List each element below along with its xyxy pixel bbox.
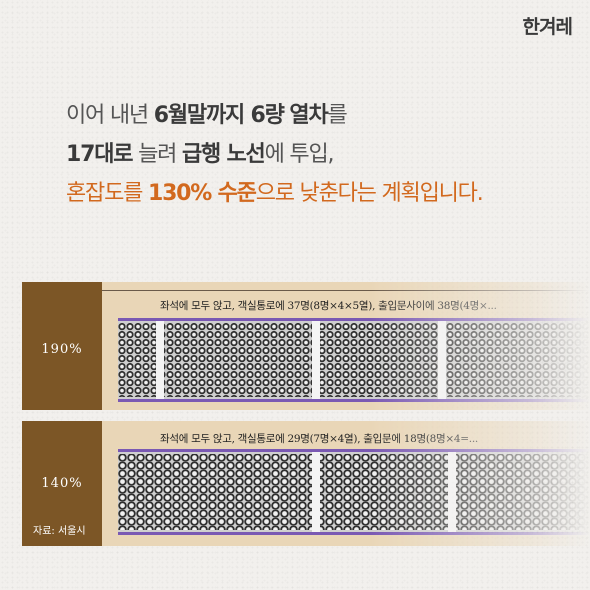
door-gap [438, 321, 446, 399]
congestion-label-box: 140% [22, 421, 102, 546]
source-credit: 자료: 서울시 [33, 526, 86, 537]
text-line-2-part-d: 에 투입, [264, 142, 335, 167]
strip-caption: 좌석에 모두 앉고, 객실통로에 37명(8명×4×5열), 출입문사이에 38… [160, 300, 497, 312]
passenger-dots [118, 323, 590, 397]
train-car-crowd-image [118, 449, 590, 535]
door-gap [312, 452, 320, 532]
congestion-label: 140% [41, 476, 83, 491]
text-line-1-part-b: 6월말까지 6량 [153, 103, 285, 128]
door-gap [448, 452, 456, 532]
text-line-3: 혼잡도를 130% 수준으로 낮춘다는 계획입니다. [66, 174, 576, 213]
strip-line [102, 290, 590, 291]
text-line-2: 17대로 늘려 급행 노선에 투입, [66, 135, 576, 174]
text-line-3-part-c: 으로 낮춘다는 계획입니다. [255, 181, 484, 206]
text-line-3-part-a: 혼잡도를 [66, 181, 148, 206]
train-car-strip: 좌석에 모두 앉고, 객실통로에 37명(8명×4×5열), 출입문사이에 38… [102, 282, 590, 410]
door-gap [156, 321, 164, 399]
strip-caption: 좌석에 모두 앉고, 객실통로에 29명(7명×4열), 출입문에 18명(8명… [160, 433, 478, 445]
text-line-1: 이어 내년 6월말까지 6량 열차를 [66, 96, 576, 135]
congestion-panel-190: 190% 좌석에 모두 앉고, 객실통로에 37명(8명×4×5열), 출입문사… [22, 282, 590, 410]
text-line-3-part-b: 130% 수준 [147, 181, 257, 206]
congestion-label-box: 190% [22, 282, 102, 410]
train-car-crowd-image [118, 318, 590, 402]
train-car-strip: 좌석에 모두 앉고, 객실통로에 29명(7명×4열), 출입문에 18명(8명… [102, 421, 590, 546]
text-line-2-part-c: 급행 노선 [181, 142, 266, 167]
hankyoreh-logo: 한겨레 [522, 16, 573, 38]
congestion-panel-140: 140% 좌석에 모두 앉고, 객실통로에 29명(7명×4열), 출입문에 1… [22, 421, 590, 546]
text-line-1-part-d: 열차 [289, 103, 328, 128]
text-line-2-part-a: 17대로 [66, 142, 134, 167]
congestion-label: 190% [41, 342, 83, 357]
text-line-2-part-b: 늘려 [132, 142, 182, 167]
passenger-dots [118, 454, 590, 530]
text-line-1-part-a: 이어 내년 [66, 103, 154, 128]
text-line-1-part-e: 를 [327, 103, 348, 128]
door-gap [312, 321, 320, 399]
main-text: 이어 내년 6월말까지 6량 열차를 17대로 늘려 급행 노선에 투입, 혼잡… [66, 96, 576, 213]
